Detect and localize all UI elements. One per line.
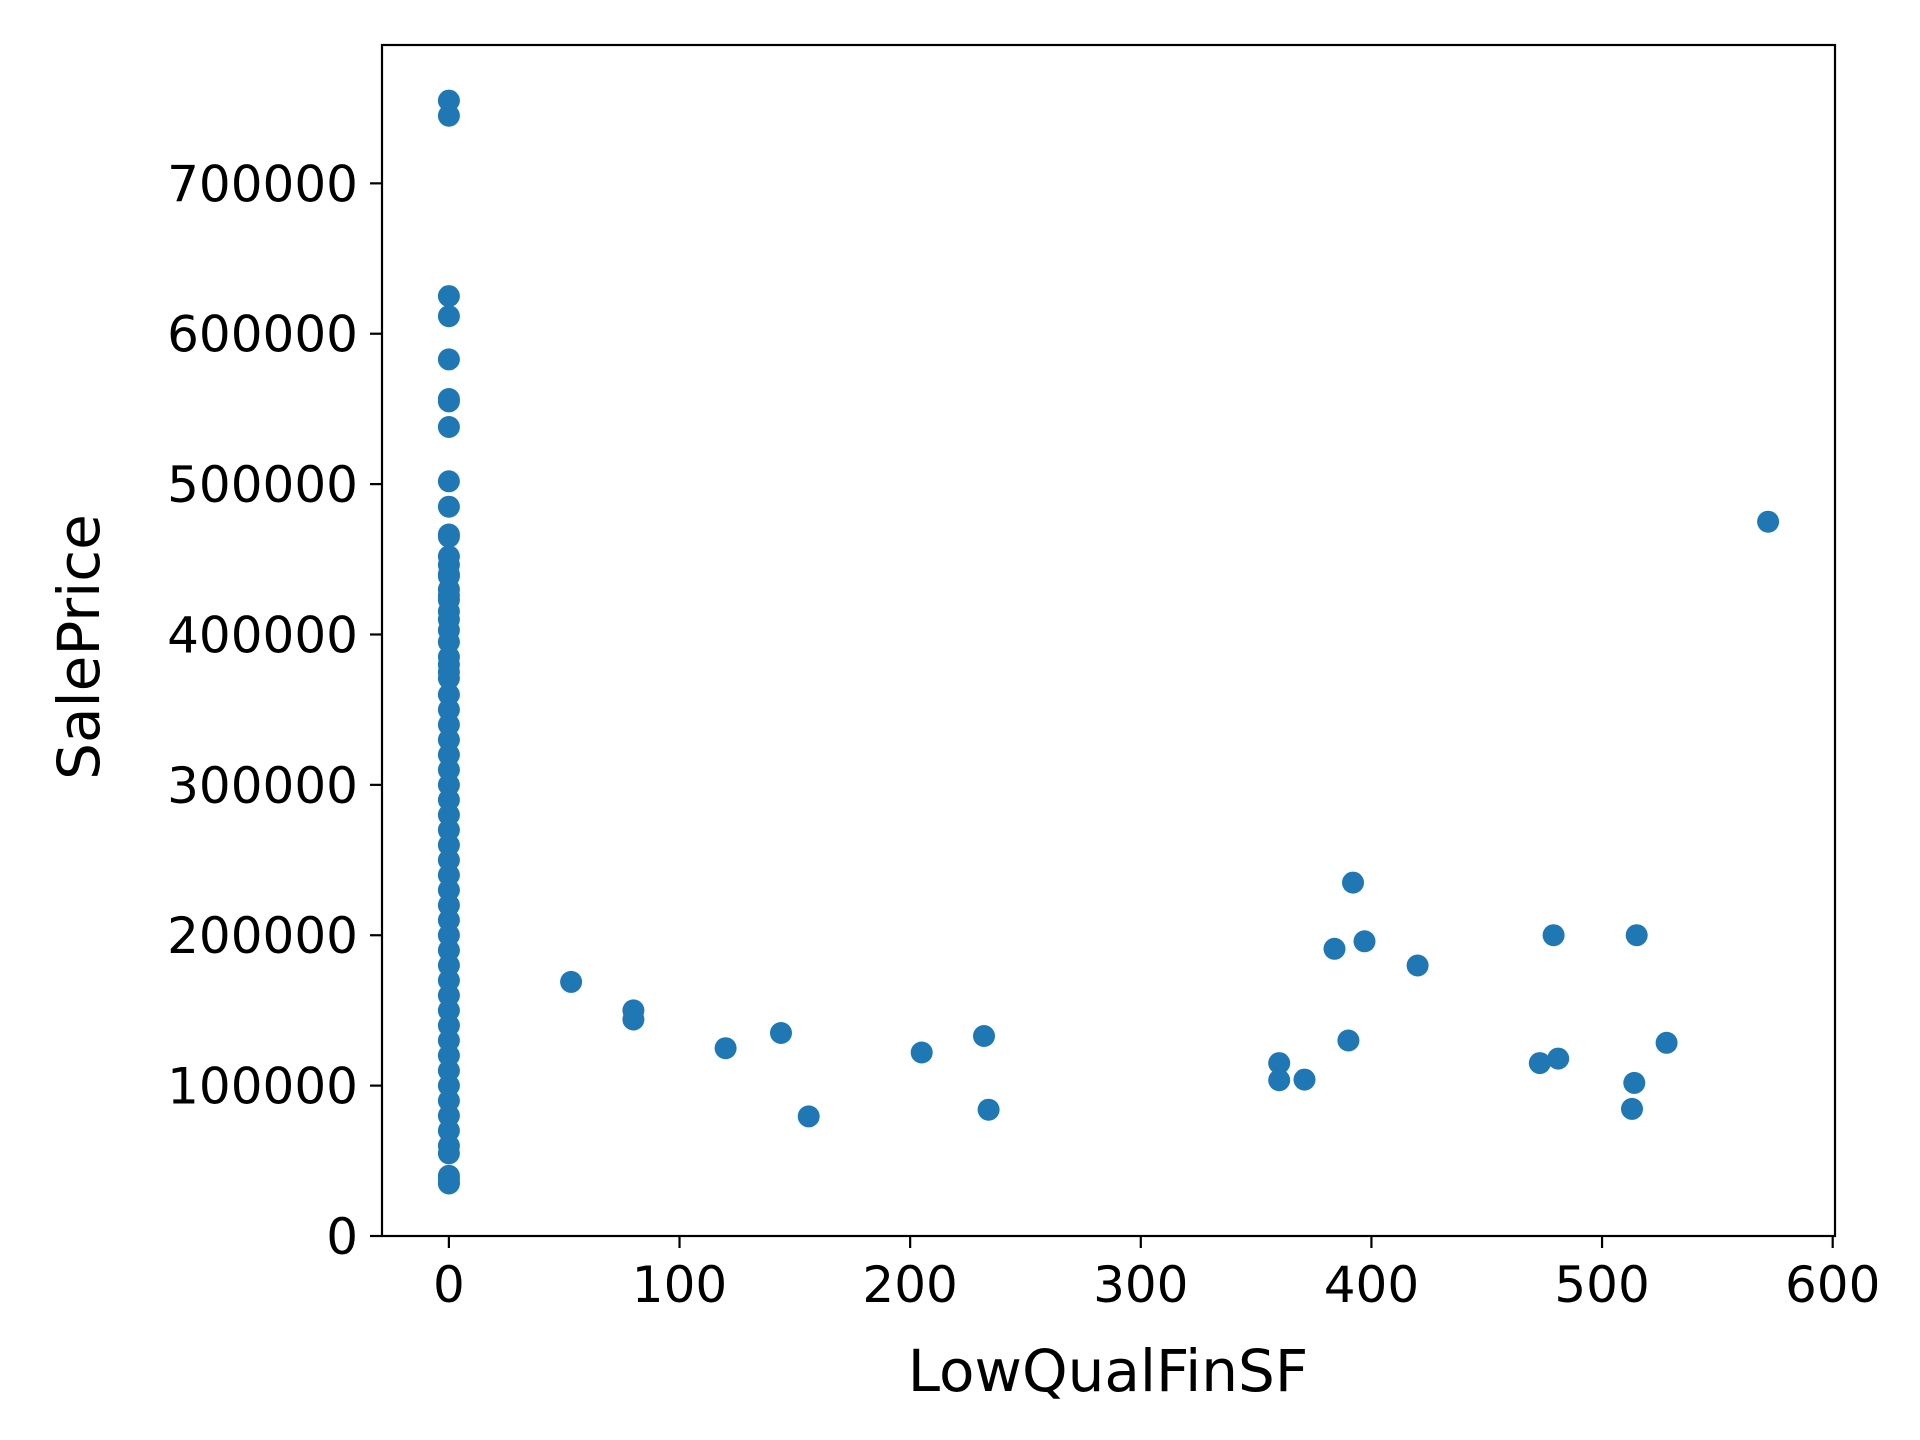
x-tick-label-200: 200 <box>862 1256 957 1314</box>
data-point-0-69 <box>910 1041 933 1064</box>
data-point-0-51 <box>437 1044 460 1067</box>
data-point-0-29 <box>437 713 460 736</box>
plot-area <box>382 45 1835 1236</box>
data-point-0-63 <box>560 970 583 993</box>
data-point-0-53 <box>437 1074 460 1097</box>
data-point-0-48 <box>437 999 460 1022</box>
data-point-0-68 <box>797 1105 820 1128</box>
data-point-0-7 <box>437 416 460 438</box>
data-point-0-37 <box>437 834 460 856</box>
data-point-0-71 <box>977 1098 1000 1121</box>
x-tick-label-300: 300 <box>1093 1256 1188 1314</box>
data-point-0-1 <box>437 104 460 127</box>
data-point-0-82 <box>1547 1047 1570 1070</box>
data-point-0-65 <box>622 1008 645 1031</box>
data-point-0-27 <box>437 683 460 706</box>
data-point-0-6 <box>437 390 460 413</box>
y-axis-ticks: 0 100000 200000 300000 400000 500000 600000 700… <box>167 155 382 1266</box>
data-point-0-84 <box>1623 1071 1646 1094</box>
data-point-0-67 <box>770 1022 792 1044</box>
data-point-0-87 <box>1757 510 1780 533</box>
data-points <box>437 89 1780 1195</box>
y-tick-label-400000: 400000 <box>167 606 358 664</box>
y-tick-label-500000: 500000 <box>167 456 358 514</box>
plot-frame <box>380 43 1837 1238</box>
data-point-0-58 <box>437 1142 460 1165</box>
y-tick-label-700000: 700000 <box>167 155 358 213</box>
y-tick-label-0: 0 <box>326 1208 358 1266</box>
x-tick-label-500: 500 <box>1554 1256 1649 1314</box>
data-point-0-2 <box>437 285 460 308</box>
data-point-0-62 <box>437 1172 460 1195</box>
data-point-0-86 <box>1655 1031 1678 1054</box>
data-point-0-72 <box>1268 1052 1291 1075</box>
y-tick-label-300000: 300000 <box>167 757 358 815</box>
data-point-0-56 <box>437 1119 460 1142</box>
x-tick-label-0: 0 <box>433 1256 465 1314</box>
data-point-0-43 <box>437 924 460 947</box>
x-tick-label-100: 100 <box>632 1256 727 1314</box>
data-point-0-74 <box>1293 1068 1316 1091</box>
data-point-0-4 <box>437 348 460 371</box>
y-tick-label-600000: 600000 <box>167 306 358 364</box>
data-point-0-8 <box>437 470 460 493</box>
data-point-0-76 <box>1337 1029 1360 1052</box>
data-point-0-77 <box>1342 871 1364 894</box>
data-point-0-40 <box>437 879 460 902</box>
data-point-0-73 <box>1268 1069 1291 1092</box>
x-axis-ticks: 0 100 200 300 400 500 600 <box>433 1236 1880 1314</box>
data-point-0-35 <box>437 803 460 826</box>
data-point-0-45 <box>437 954 460 977</box>
data-point-0-66 <box>714 1037 737 1060</box>
x-axis-label: LowQualFinSF <box>908 1337 1308 1405</box>
data-point-0-79 <box>1406 954 1429 977</box>
data-point-0-80 <box>1528 1052 1551 1075</box>
x-tick-label-400: 400 <box>1324 1256 1419 1314</box>
data-point-0-11 <box>437 525 460 548</box>
data-point-0-78 <box>1353 930 1376 953</box>
x-tick-label-600: 600 <box>1785 1256 1880 1314</box>
data-point-0-75 <box>1323 937 1346 960</box>
y-tick-label-100000: 100000 <box>167 1058 358 1116</box>
data-point-0-70 <box>973 1025 995 1047</box>
data-point-0-3 <box>437 305 460 328</box>
data-point-0-9 <box>437 495 460 518</box>
y-tick-label-200000: 200000 <box>167 907 358 965</box>
data-point-0-81 <box>1542 924 1565 947</box>
data-point-0-85 <box>1625 924 1648 947</box>
data-point-0-26 <box>437 667 460 690</box>
y-axis-label: SalePrice <box>45 514 113 780</box>
data-point-0-0 <box>437 89 460 112</box>
data-point-0-32 <box>437 758 460 781</box>
data-point-0-83 <box>1621 1097 1643 1120</box>
